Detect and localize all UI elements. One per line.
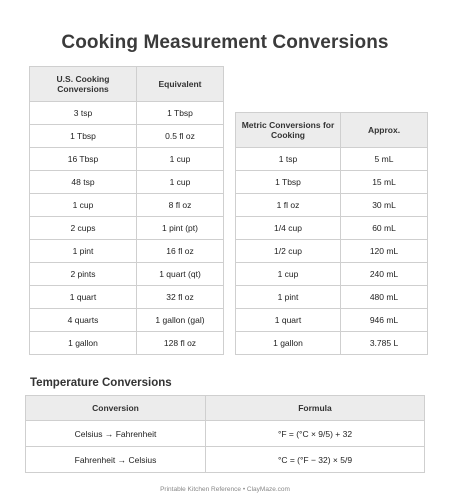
table-cell: 16 fl oz [136,239,224,263]
table-row: 1 Tbsp 0.5 fl oz [29,124,224,148]
column-header: Equivalent [136,66,224,102]
table-cell: 32 fl oz [136,285,224,309]
table-cell: 1 cup [136,147,224,171]
table-row: 2 pints 1 quart (qt) [29,262,224,286]
table-row: 48 tsp 1 cup [29,170,224,194]
table-cell: 5 mL [340,147,428,171]
table-cell: 48 tsp [29,170,137,194]
table-cell: 1 gallon [235,331,341,355]
table-cell: Celsius → Fahrenheit [25,420,206,447]
table-row: 1 tsp 5 mL [235,147,428,171]
footer-credit: Printable Kitchen Reference • ClayMaze.c… [160,486,290,493]
table-cell: 1 quart (qt) [136,262,224,286]
table-row: 4 quarts 1 gallon (gal) [29,308,224,332]
table-cell: 1 tsp [235,147,341,171]
column-header: Conversion [25,395,206,421]
table-header-row: Conversion Formula [25,395,425,421]
table-cell: 15 mL [340,170,428,194]
table-cell: 1/2 cup [235,239,341,263]
table-cell: 1 cup [29,193,137,217]
table-cell: 2 cups [29,216,137,240]
table-cell: 946 mL [340,308,428,332]
table-cell: 240 mL [340,262,428,286]
table-row: 1 Tbsp 15 mL [235,170,428,194]
table-row: Fahrenheit → Celsius °C = (°F − 32) × 5/9 [25,446,425,473]
column-header: Formula [205,395,425,421]
table-cell: 1 cup [235,262,341,286]
column-header: Metric Conversions for Cooking [235,112,341,148]
metric-conversions-table: Metric Conversions for Cooking Approx. 1… [235,112,428,355]
table-header-row: U.S. Cooking Conversions Equivalent [29,66,224,102]
table-cell: 1 cup [136,170,224,194]
table-cell: 1 Tbsp [235,170,341,194]
table-cell: 1 pint [235,285,341,309]
table-header-row: Metric Conversions for Cooking Approx. [235,112,428,148]
table-row: Celsius → Fahrenheit °F = (°C × 9/5) + 32 [25,420,425,447]
table-cell: 128 fl oz [136,331,224,355]
table-cell: 1 pint (pt) [136,216,224,240]
table-cell: 480 mL [340,285,428,309]
table-cell: 16 Tbsp [29,147,137,171]
table-row: 1 gallon 3.785 L [235,331,428,355]
table-cell: °C = (°F − 32) × 5/9 [205,446,425,473]
table-row: 1 pint 480 mL [235,285,428,309]
table-cell: Fahrenheit → Celsius [25,446,206,473]
column-header: Approx. [340,112,428,148]
table-cell: 1 quart [29,285,137,309]
table-cell: °F = (°C × 9/5) + 32 [205,420,425,447]
table-row: 1 pint 16 fl oz [29,239,224,263]
table-cell: 120 mL [340,239,428,263]
table-cell: 1 Tbsp [29,124,137,148]
table-cell: 1 gallon (gal) [136,308,224,332]
us-conversions-table: U.S. Cooking Conversions Equivalent 3 ts… [29,66,224,355]
table-cell: 1 gallon [29,331,137,355]
table-row: 3 tsp 1 Tbsp [29,101,224,125]
page-title: Cooking Measurement Conversions [61,32,389,53]
table-cell: 60 mL [340,216,428,240]
table-row: 1 fl oz 30 mL [235,193,428,217]
table-row: 1 quart 32 fl oz [29,285,224,309]
table-row: 1 quart 946 mL [235,308,428,332]
table-cell: 3.785 L [340,331,428,355]
table-row: 1/2 cup 120 mL [235,239,428,263]
section-title: Temperature Conversions [30,377,172,389]
table-cell: 1 quart [235,308,341,332]
table-cell: 0.5 fl oz [136,124,224,148]
table-cell: 2 pints [29,262,137,286]
table-row: 1/4 cup 60 mL [235,216,428,240]
table-cell: 1 Tbsp [136,101,224,125]
temperature-conversions-table: Conversion Formula Celsius → Fahrenheit °… [25,395,425,473]
table-row: 1 gallon 128 fl oz [29,331,224,355]
column-header: U.S. Cooking Conversions [29,66,137,102]
table-cell: 30 mL [340,193,428,217]
table-cell: 1 fl oz [235,193,341,217]
table-cell: 1 pint [29,239,137,263]
table-row: 2 cups 1 pint (pt) [29,216,224,240]
table-cell: 1/4 cup [235,216,341,240]
table-cell: 3 tsp [29,101,137,125]
table-cell: 4 quarts [29,308,137,332]
table-row: 1 cup 240 mL [235,262,428,286]
table-cell: 8 fl oz [136,193,224,217]
table-row: 16 Tbsp 1 cup [29,147,224,171]
table-row: 1 cup 8 fl oz [29,193,224,217]
